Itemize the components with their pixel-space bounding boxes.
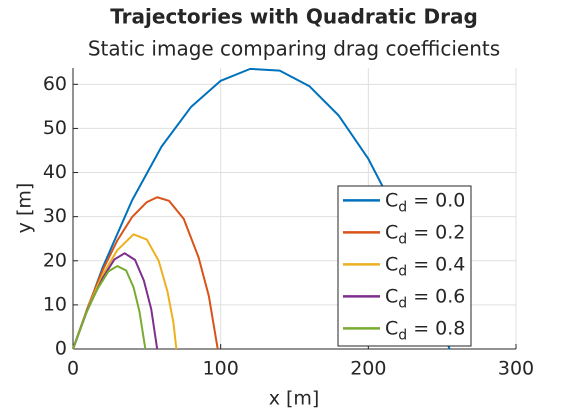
x-tick-label: 100 xyxy=(203,358,239,380)
y-tick-label: 20 xyxy=(43,249,67,271)
x-tick-label: 300 xyxy=(498,358,534,380)
legend-label: Cd = 0.8 xyxy=(385,317,465,344)
legend-label: Cd = 0.0 xyxy=(385,189,465,216)
y-tick-label: 10 xyxy=(43,293,67,315)
trajectory-line xyxy=(72,196,219,350)
y-tick-label: 40 xyxy=(43,161,67,183)
legend-label: Cd = 0.6 xyxy=(385,285,465,312)
x-tick-label: 200 xyxy=(350,358,386,380)
y-tick-label: 60 xyxy=(43,73,67,95)
trajectory-line xyxy=(72,265,147,350)
chart-title: Trajectories with Quadratic Drag xyxy=(110,5,478,29)
legend-label: Cd = 0.4 xyxy=(385,253,465,280)
chart-subtitle: Static image comparing drag coefficients xyxy=(88,37,500,61)
y-tick-label: 0 xyxy=(55,338,67,360)
y-tick-label: 30 xyxy=(43,205,67,227)
y-axis-label: y [m] xyxy=(14,183,36,234)
legend-box xyxy=(337,185,472,347)
x-axis-label: x [m] xyxy=(269,388,320,410)
legend-label: Cd = 0.2 xyxy=(385,221,465,248)
y-tick-label: 50 xyxy=(43,117,67,139)
trajectory-line xyxy=(72,233,178,350)
x-tick-label: 0 xyxy=(67,358,79,380)
